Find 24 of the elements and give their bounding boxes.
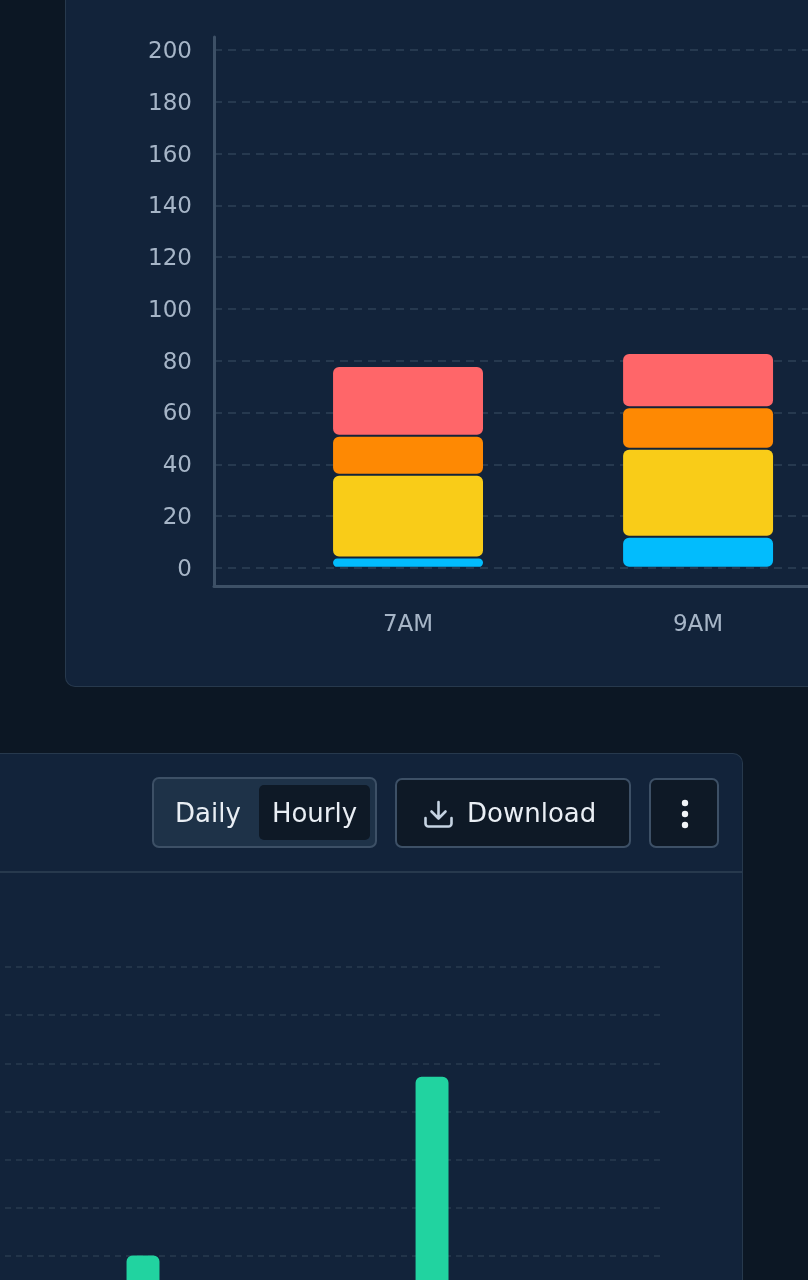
toggle-option: Daily [159, 785, 257, 840]
x-tick-label: 9AM [672, 609, 724, 636]
bar [623, 449, 774, 536]
bar [333, 366, 484, 435]
bar [623, 353, 774, 407]
toggle-option: Hourly [259, 785, 370, 840]
bar [623, 408, 774, 448]
y-tick-label: 200 [148, 36, 192, 63]
y-tick-label: 100 [148, 295, 192, 322]
y-tick-label: 140 [148, 192, 192, 219]
y-tick-label: 60 [162, 399, 192, 426]
y-tick-label: 160 [148, 140, 192, 167]
bar [333, 558, 484, 567]
y-tick-label: 40 [162, 451, 192, 478]
bar [333, 475, 484, 557]
bar [623, 537, 774, 567]
download-button: Download [395, 778, 631, 848]
bar [333, 436, 484, 474]
y-tick-label: 20 [162, 503, 192, 530]
y-tick-label: 0 [177, 554, 192, 581]
y-tick-label: 80 [162, 347, 192, 374]
y-tick-label: 120 [148, 244, 192, 271]
x-tick-label: 7AM [382, 609, 434, 636]
y-tick-label: 180 [148, 88, 192, 115]
